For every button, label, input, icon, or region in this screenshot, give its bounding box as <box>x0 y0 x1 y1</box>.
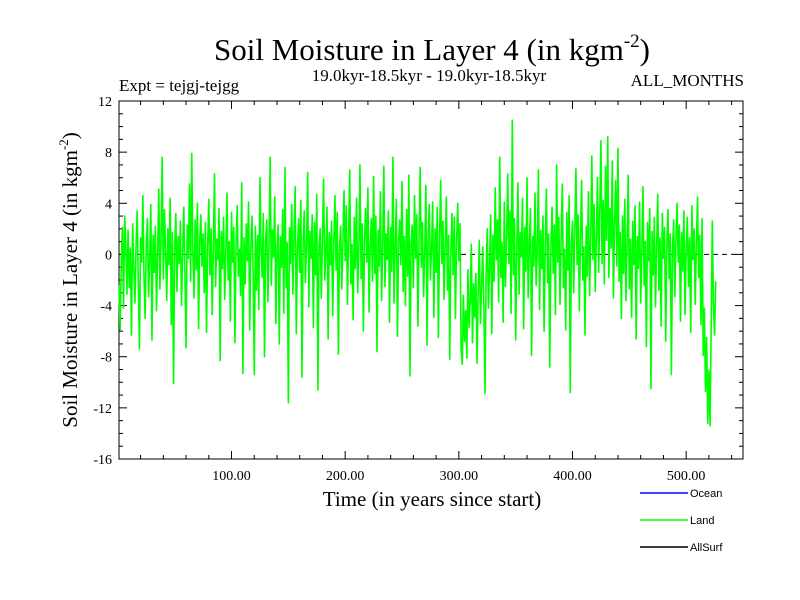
y-axis-label: Soil Moisture in Layer 4 (in kgm-2) <box>56 132 82 427</box>
y-tick-label: 4 <box>105 197 112 212</box>
y-axis-label-close: ) <box>58 132 82 139</box>
legend-label-land: Land <box>690 515 714 527</box>
y-axis-label-superscript: -2 <box>56 139 71 150</box>
y-tick-label: 0 <box>105 248 112 263</box>
x-axis-ticks: 100.00 200.00 300.00 400.00 500.00 <box>140 101 733 484</box>
x-tick-label: 100.00 <box>212 469 251 484</box>
legend-label-allsurf: AllSurf <box>690 542 723 554</box>
legend-label-ocean: Ocean <box>690 488 722 500</box>
y-tick-label: -8 <box>100 351 112 366</box>
months-label: ALL_MONTHS <box>631 71 744 90</box>
x-tick-label: 200.00 <box>326 469 365 484</box>
y-tick-label: -12 <box>93 402 112 417</box>
experiment-label: Expt = tejgj-tejgg <box>119 76 240 95</box>
chart-title-superscript: -2 <box>624 31 640 52</box>
legend: Ocean Land AllSurf <box>640 488 723 554</box>
x-tick-label: 300.00 <box>440 469 479 484</box>
y-tick-label: -16 <box>93 453 112 468</box>
chart-title-close: ) <box>640 32 650 67</box>
y-tick-label: -4 <box>100 300 112 315</box>
y-tick-label: 8 <box>105 146 112 161</box>
period-label: 19.0kyr-18.5kyr - 19.0kyr-18.5kyr <box>312 66 547 85</box>
y-axis-label-main: Soil Moisture in Layer 4 (in kgm <box>58 150 82 428</box>
land-series-line <box>118 119 717 427</box>
chart-title: Soil Moisture in Layer 4 (in kgm-2) <box>214 31 650 67</box>
x-tick-label: 400.00 <box>553 469 592 484</box>
chart-title-main: Soil Moisture in Layer 4 (in kgm <box>214 32 624 67</box>
x-axis-label: Time (in years since start) <box>323 487 542 511</box>
x-tick-label: 500.00 <box>667 469 706 484</box>
y-tick-label: 12 <box>98 95 112 110</box>
